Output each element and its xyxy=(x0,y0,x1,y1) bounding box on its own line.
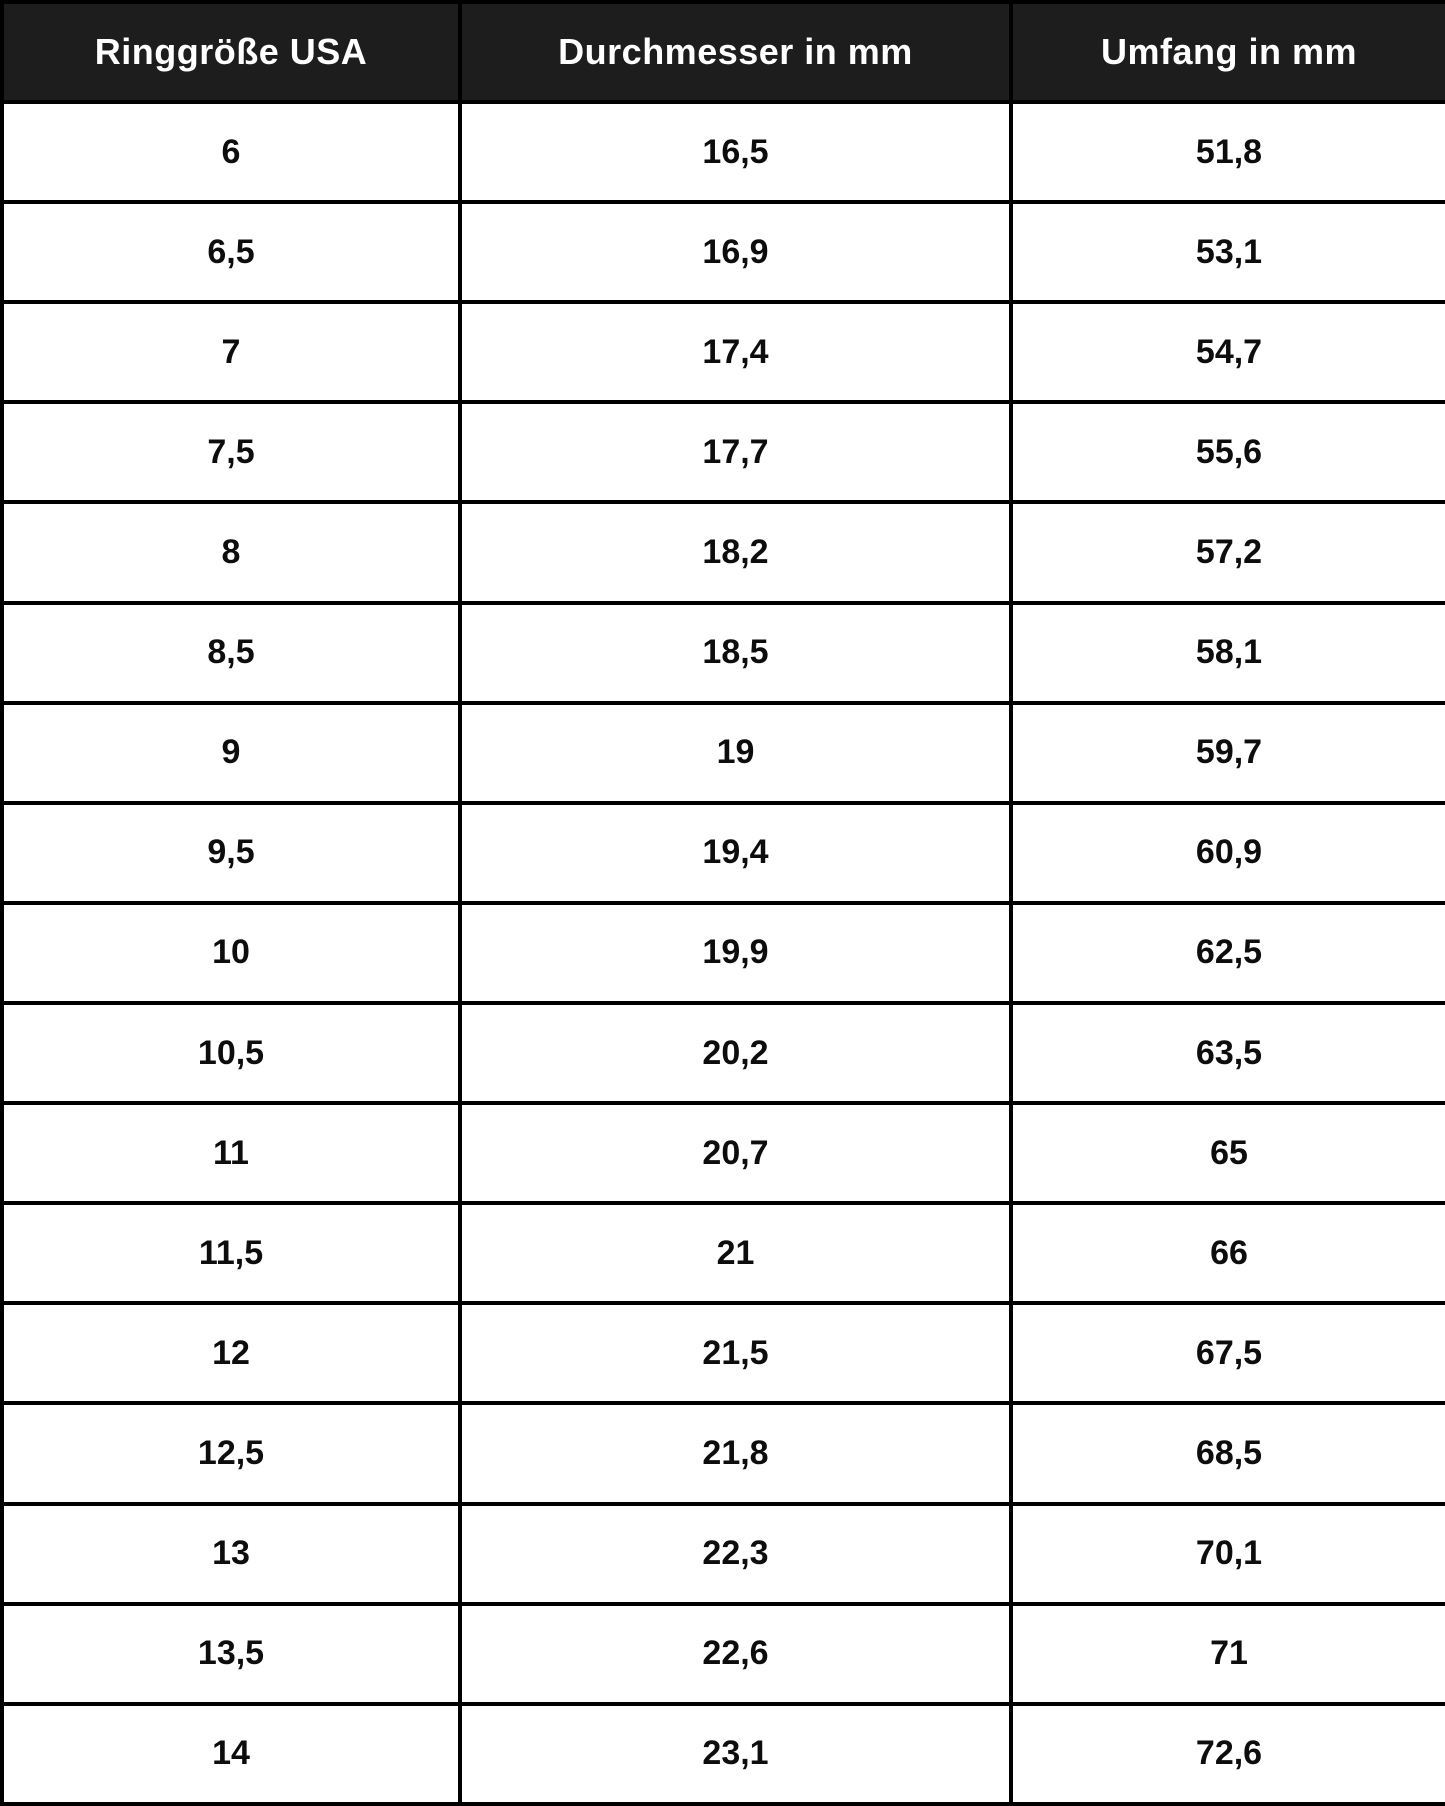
ring-size-cell: 13 xyxy=(0,1501,462,1606)
circumference-cell: 65 xyxy=(1009,1101,1445,1206)
circumference-cell: 72,6 xyxy=(1009,1701,1445,1806)
ring-size-cell: 7 xyxy=(0,300,462,405)
ring-size-cell: 11,5 xyxy=(0,1201,462,1306)
column-header-circumference-mm: Umfang in mm xyxy=(1009,0,1445,104)
ring-size-cell: 12,5 xyxy=(0,1401,462,1506)
circumference-cell: 59,7 xyxy=(1009,700,1445,805)
circumference-cell: 55,6 xyxy=(1009,400,1445,505)
ring-size-cell: 6,5 xyxy=(0,200,462,305)
circumference-cell: 67,5 xyxy=(1009,1301,1445,1406)
table-row: 6,5 16,9 53,1 xyxy=(0,200,1445,305)
diameter-cell: 16,9 xyxy=(458,200,1013,305)
diameter-cell: 21 xyxy=(458,1201,1013,1306)
diameter-cell: 19,9 xyxy=(458,900,1013,1005)
diameter-cell: 19 xyxy=(458,700,1013,805)
circumference-cell: 62,5 xyxy=(1009,900,1445,1005)
table-row: 13,5 22,6 71 xyxy=(0,1601,1445,1706)
circumference-cell: 51,8 xyxy=(1009,99,1445,205)
table-row: 12 21,5 67,5 xyxy=(0,1301,1445,1406)
ring-size-cell: 10,5 xyxy=(0,1000,462,1106)
circumference-cell: 53,1 xyxy=(1009,200,1445,305)
table-row: 8 18,2 57,2 xyxy=(0,500,1445,605)
column-header-diameter-mm: Durchmesser in mm xyxy=(458,0,1013,104)
table-row: 9,5 19,4 60,9 xyxy=(0,800,1445,905)
diameter-cell: 22,6 xyxy=(458,1601,1013,1706)
circumference-cell: 70,1 xyxy=(1009,1501,1445,1606)
ring-size-cell: 9,5 xyxy=(0,800,462,905)
circumference-cell: 63,5 xyxy=(1009,1000,1445,1106)
table-row: 10,5 20,2 63,5 xyxy=(0,1000,1445,1106)
circumference-cell: 66 xyxy=(1009,1201,1445,1306)
table-row: 11 20,7 65 xyxy=(0,1101,1445,1206)
diameter-cell: 22,3 xyxy=(458,1501,1013,1606)
table-row: 12,5 21,8 68,5 xyxy=(0,1401,1445,1506)
circumference-cell: 54,7 xyxy=(1009,300,1445,405)
table-row: 9 19 59,7 xyxy=(0,700,1445,805)
ring-size-cell: 10 xyxy=(0,900,462,1005)
diameter-cell: 21,5 xyxy=(458,1301,1013,1406)
diameter-cell: 16,5 xyxy=(458,99,1013,205)
diameter-cell: 18,2 xyxy=(458,500,1013,605)
circumference-cell: 68,5 xyxy=(1009,1401,1445,1506)
diameter-cell: 21,8 xyxy=(458,1401,1013,1506)
table-header: Ringgröße USA Durchmesser in mm Umfang i… xyxy=(0,0,1445,104)
ring-size-cell: 14 xyxy=(0,1701,462,1806)
table-body: 6 16,5 51,8 6,5 16,9 53,1 7 17,4 54,7 7,5 17,7 55,6… xyxy=(0,99,1445,1806)
ring-size-cell: 13,5 xyxy=(0,1601,462,1706)
table-row: 13 22,3 70,1 xyxy=(0,1501,1445,1606)
table-row: 14 23,1 72,6 xyxy=(0,1701,1445,1806)
table-row: 7 17,4 54,7 xyxy=(0,300,1445,405)
table-row: 6 16,5 51,8 xyxy=(0,99,1445,205)
ring-size-cell: 8 xyxy=(0,500,462,605)
diameter-cell: 17,7 xyxy=(458,400,1013,505)
ring-size-cell: 9 xyxy=(0,700,462,805)
diameter-cell: 23,1 xyxy=(458,1701,1013,1806)
table-row: 11,5 21 66 xyxy=(0,1201,1445,1306)
diameter-cell: 20,2 xyxy=(458,1000,1013,1106)
circumference-cell: 57,2 xyxy=(1009,500,1445,605)
diameter-cell: 20,7 xyxy=(458,1101,1013,1206)
ring-size-cell: 8,5 xyxy=(0,600,462,705)
ring-size-cell: 11 xyxy=(0,1101,462,1206)
table-row: 7,5 17,7 55,6 xyxy=(0,400,1445,505)
circumference-cell: 71 xyxy=(1009,1601,1445,1706)
header-row: Ringgröße USA Durchmesser in mm Umfang i… xyxy=(0,0,1445,104)
ring-size-cell: 6 xyxy=(0,99,462,205)
diameter-cell: 18,5 xyxy=(458,600,1013,705)
diameter-cell: 17,4 xyxy=(458,300,1013,405)
table-row: 10 19,9 62,5 xyxy=(0,900,1445,1005)
ring-size-cell: 12 xyxy=(0,1301,462,1406)
table-row: 8,5 18,5 58,1 xyxy=(0,600,1445,705)
ring-size-cell: 7,5 xyxy=(0,400,462,505)
diameter-cell: 19,4 xyxy=(458,800,1013,905)
circumference-cell: 58,1 xyxy=(1009,600,1445,705)
column-header-ring-size-usa: Ringgröße USA xyxy=(0,0,462,104)
circumference-cell: 60,9 xyxy=(1009,800,1445,905)
